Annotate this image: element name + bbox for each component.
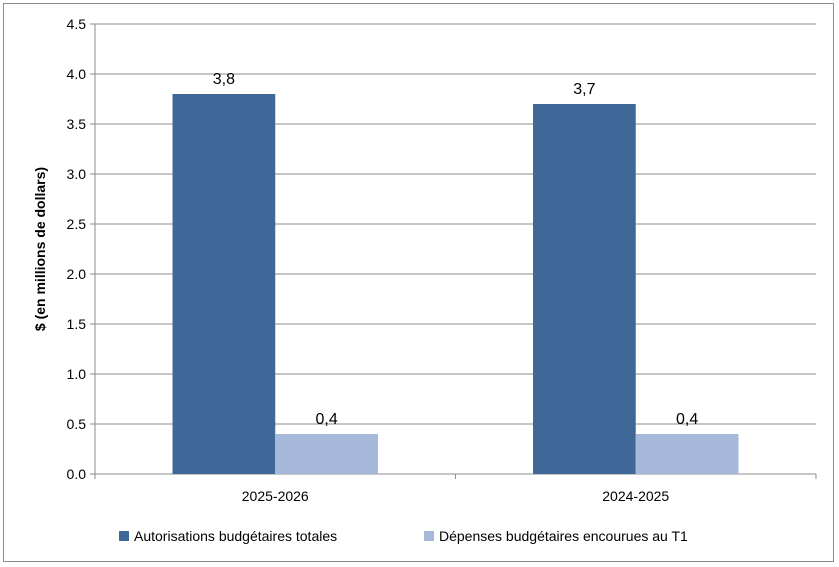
x-tick-label: 2024-2025 bbox=[602, 488, 669, 504]
bar bbox=[533, 104, 636, 474]
legend-label: Autorisations budgétaires totales bbox=[134, 528, 337, 544]
bars bbox=[172, 94, 739, 474]
legend-swatch bbox=[119, 531, 129, 541]
data-labels: 3,8 0,4 3,7 0,4 bbox=[213, 71, 699, 428]
x-tick-label: 2025-2026 bbox=[242, 488, 309, 504]
y-tick-label: 2.5 bbox=[67, 216, 87, 232]
legend-swatch bbox=[424, 531, 434, 541]
y-tick-label: 4.5 bbox=[67, 16, 87, 32]
y-tick-label: 3.5 bbox=[67, 116, 87, 132]
y-tick-label: 3.0 bbox=[67, 166, 87, 182]
bar bbox=[635, 434, 739, 474]
data-label: 3,7 bbox=[573, 81, 595, 98]
data-label: 0,4 bbox=[676, 411, 698, 428]
legend-label: Dépenses budgétaires encourues au T1 bbox=[439, 528, 688, 544]
data-label: 0,4 bbox=[315, 411, 337, 428]
y-tick-label: 0.5 bbox=[67, 416, 87, 432]
data-label: 3,8 bbox=[213, 71, 235, 88]
bar bbox=[172, 94, 276, 474]
y-tick-label: 2.0 bbox=[67, 266, 87, 282]
y-tick-label: 1.0 bbox=[67, 366, 87, 382]
y-tick-label: 0.0 bbox=[67, 466, 87, 482]
legend: Autorisations budgétaires totales Dépense… bbox=[119, 528, 688, 544]
bar bbox=[275, 434, 378, 474]
y-axis-title: $ (en millions de dollars) bbox=[32, 167, 48, 331]
y-tick-label: 1.5 bbox=[67, 316, 87, 332]
y-tick-label: 4.0 bbox=[67, 66, 87, 82]
